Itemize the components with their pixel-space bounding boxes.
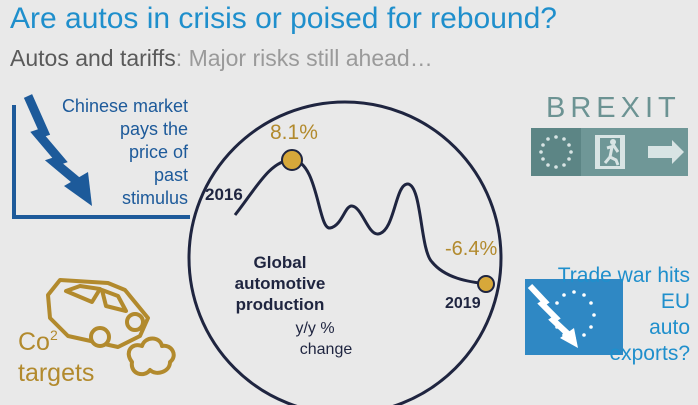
car-exhaust-icon bbox=[46, 278, 176, 377]
china-line: Chinese market bbox=[61, 96, 188, 116]
trough-marker bbox=[477, 275, 495, 293]
chart-caption-units: y/y % change bbox=[270, 318, 360, 360]
trade-line: exports? bbox=[609, 342, 690, 365]
caption-line: automotive bbox=[234, 274, 326, 293]
trade-line: EU bbox=[660, 290, 690, 313]
caption-line: Global bbox=[253, 253, 307, 272]
trade-line: Trade war hits bbox=[557, 264, 690, 287]
co2-line: targets bbox=[18, 359, 95, 387]
eu-flag-exit-sign-icon bbox=[531, 128, 688, 176]
subtitle-rest: : Major risks still ahead… bbox=[175, 45, 433, 71]
chart-caption-bold: Global automotive production bbox=[205, 252, 355, 315]
co2-targets-text: Co2 targets bbox=[18, 320, 94, 389]
peak-marker bbox=[281, 149, 303, 171]
page-subtitle: Autos and tariffs: Major risks still ahe… bbox=[10, 45, 433, 72]
chart-circle bbox=[187, 100, 503, 405]
trough-value-label: -6.4% bbox=[445, 238, 498, 260]
co2-line: Co2 bbox=[18, 320, 94, 358]
brexit-label: BREXIT bbox=[546, 92, 681, 124]
trade-line: auto bbox=[649, 316, 690, 339]
china-line: past bbox=[153, 165, 188, 185]
caption-line: y/y % bbox=[295, 320, 335, 337]
page-title: Are autos in crisis or poised for reboun… bbox=[10, 2, 557, 35]
eu-flag-downtrend-icon bbox=[525, 279, 623, 355]
china-market-text: Chinese market pays the price of past st… bbox=[28, 95, 188, 210]
downtrend-arrow-icon bbox=[12, 94, 190, 219]
caption-line: production bbox=[235, 295, 325, 314]
start-year-label: 2016 bbox=[205, 185, 243, 204]
china-line: stimulus bbox=[121, 188, 188, 208]
china-line: pays the bbox=[119, 119, 188, 139]
co2-superscript: 2 bbox=[49, 327, 58, 343]
peak-value-label: 8.1% bbox=[270, 121, 318, 144]
caption-line: change bbox=[299, 341, 353, 358]
end-year-label: 2019 bbox=[445, 295, 481, 312]
co2-base: Co bbox=[18, 328, 50, 356]
trade-war-text: Trade war hits EU auto exports? bbox=[512, 263, 690, 367]
china-line: price of bbox=[128, 142, 188, 162]
subtitle-lead: Autos and tariffs bbox=[10, 45, 176, 71]
